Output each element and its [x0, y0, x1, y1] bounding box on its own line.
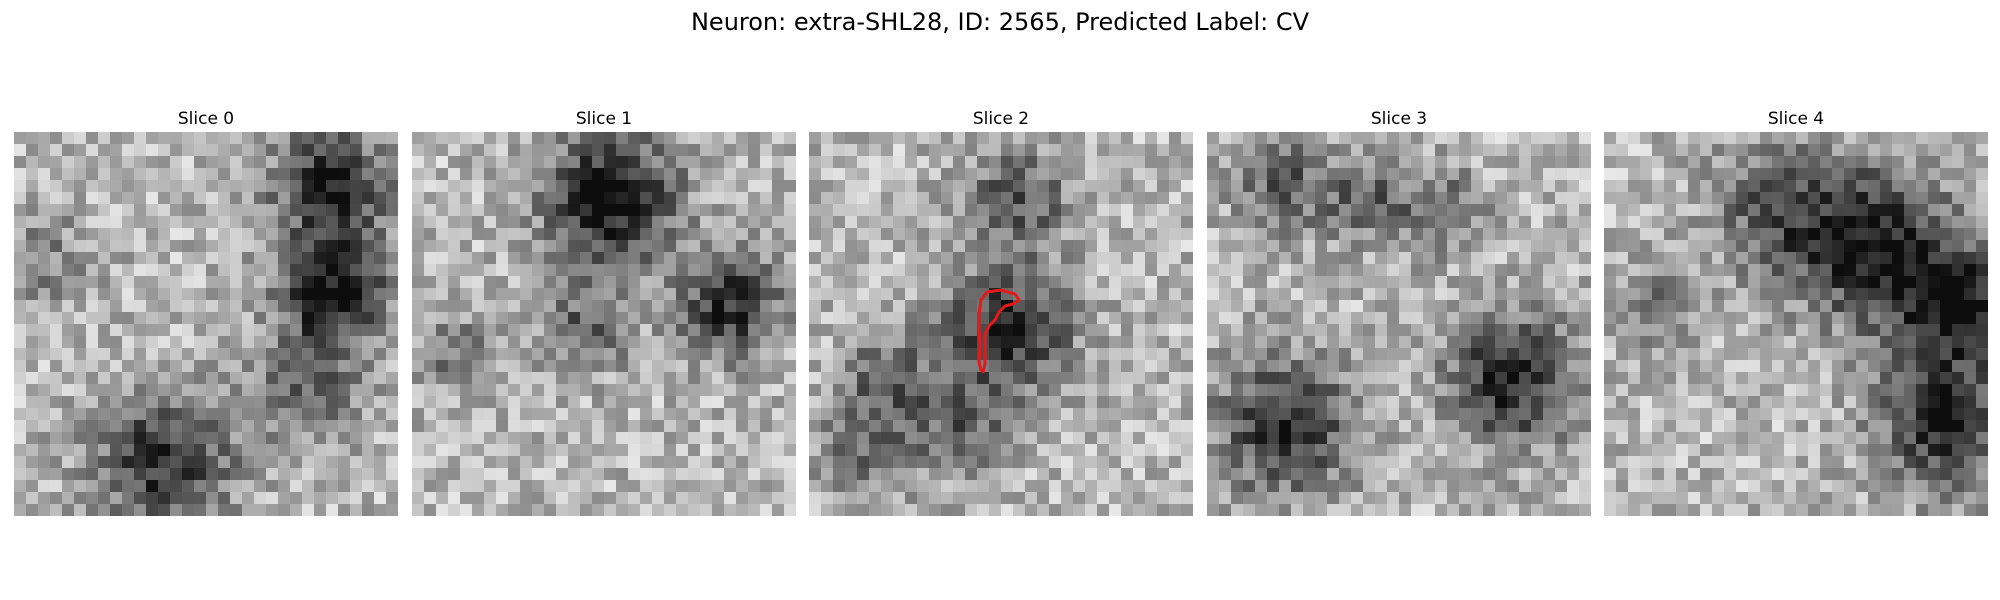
slice-image — [412, 132, 796, 516]
slice-panel-2: Slice 2 — [809, 106, 1193, 516]
slice-image — [14, 132, 398, 516]
segmentation-contour — [977, 288, 1021, 374]
slice-image — [1207, 132, 1591, 516]
slice-title: Slice 3 — [1370, 109, 1428, 129]
slice-panel-4: Slice 4 — [1604, 106, 1988, 516]
slice-panel-1: Slice 1 — [412, 106, 796, 516]
slice-panel-0: Slice 0 — [14, 106, 398, 516]
slice-title: Slice 2 — [972, 109, 1030, 129]
figure-title: Neuron: extra-SHL28, ID: 2565, Predicted… — [690, 8, 1310, 36]
slice-image — [809, 132, 1193, 516]
slice-title: Slice 4 — [1767, 109, 1825, 129]
slice-title: Slice 1 — [575, 109, 633, 129]
slice-image — [1604, 132, 1988, 516]
slice-panel-3: Slice 3 — [1207, 106, 1591, 516]
slice-title: Slice 0 — [177, 109, 235, 129]
